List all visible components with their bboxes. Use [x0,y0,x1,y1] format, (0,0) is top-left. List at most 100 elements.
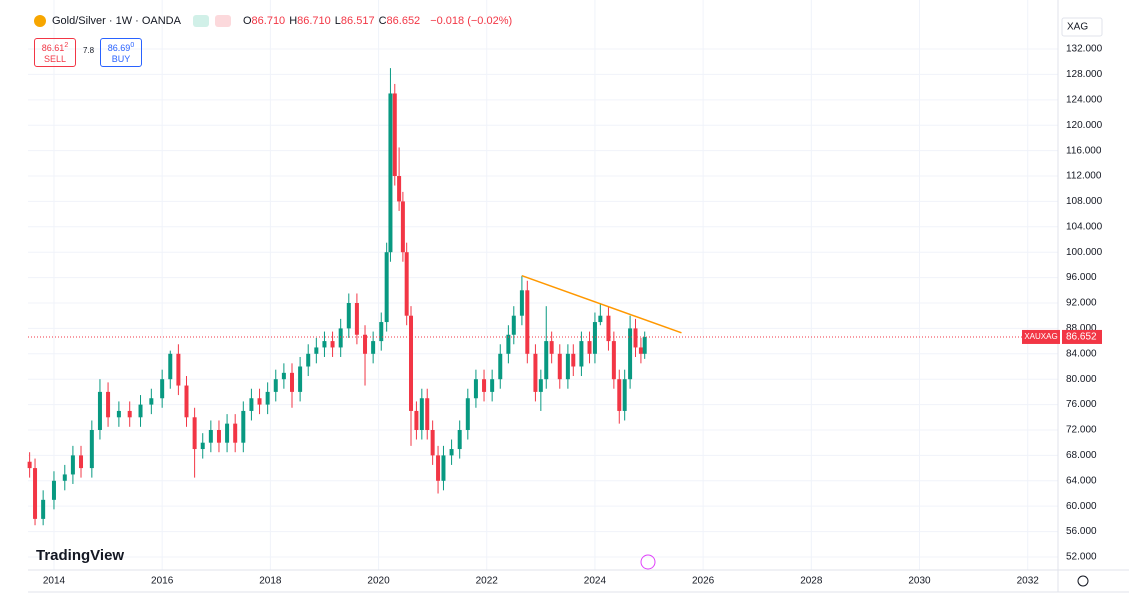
y-tick-label: 80.000 [1066,374,1097,385]
symbol-tag [1022,329,1060,344]
candle-body [127,410,132,418]
candle-body [168,353,173,380]
sell-price: 86.61 [41,43,65,53]
symbol[interactable]: Gold/Silver · 1W · OANDA [52,15,181,27]
y-tick-label: 100.000 [1066,247,1103,258]
candle-body [392,93,397,177]
buy-price-small: 0 [130,42,135,49]
ohlc-key: C [378,15,387,27]
candle-body [27,461,32,469]
candle-body [322,341,327,348]
ohlc-value: 86.710 [297,15,331,27]
currency-box[interactable] [1061,17,1103,37]
candle-body [436,455,441,481]
symbol-tag-label: XAUXAG [1024,332,1057,341]
candle-body [289,372,294,392]
candle-body [192,417,197,450]
currency[interactable]: XAG [1067,22,1088,33]
candle-body [404,252,409,316]
candle-body [379,322,384,342]
candle-body [538,379,543,392]
status-icon [192,15,209,27]
candle-body [409,315,414,411]
settings-icon[interactable] [1077,575,1089,587]
candle-body [592,322,597,354]
x-tick-label: 2022 [476,576,499,587]
candle-body [571,353,576,367]
candle-body [425,398,430,430]
candle-body [184,385,189,418]
candle-body [598,315,603,323]
candle-body [314,347,319,354]
buy-price: 86.69 [107,43,131,53]
candle-body [249,398,254,411]
candle-body [70,455,75,475]
buy-label: BUY [111,54,131,64]
candle-body [176,353,181,386]
price-tag-label: 86.652 [1066,332,1097,343]
trendline [521,274,682,334]
candle-body [400,201,405,253]
candle-body [241,410,246,443]
candle-body [490,379,495,392]
y-tick-label: 72.000 [1066,425,1097,436]
candle-body [633,328,638,348]
candle-body [346,303,351,329]
y-tick-label: 76.000 [1066,399,1097,410]
candle-body [441,455,446,481]
x-tick-label: 2018 [259,576,282,587]
y-tick-label: 112.000 [1066,171,1102,182]
candle-body [89,429,94,469]
y-tick-label: 104.000 [1066,221,1103,232]
candle-body [617,379,622,411]
candle-body [544,341,549,380]
y-tick-label: 60.000 [1066,501,1097,512]
symbol-icon [34,15,46,27]
candle-body [354,303,359,335]
y-tick-label: 124.000 [1066,94,1103,105]
candle-body [62,474,67,481]
candle-body [363,334,368,354]
y-tick-label: 128.000 [1066,69,1103,80]
candle-body [549,341,554,354]
candle-body [298,366,303,392]
candle-body [51,480,56,500]
grid [28,0,1058,570]
candle-body [587,341,592,354]
candle-body [430,429,435,456]
buy-button[interactable]: 86.690 BUY [100,38,142,67]
candle-body [371,341,376,354]
ohlc-key: L [334,15,341,27]
candle-body [557,353,562,380]
candle-body [506,334,511,354]
candle-body [473,379,478,399]
candle-body [306,353,311,367]
candle-body [519,290,524,316]
candle-body [414,410,419,430]
ohlc-values: O86.710 H86.710 L86.517 C86.652 [243,15,424,27]
y-tick-label: 132.000 [1066,44,1103,55]
candle-body [97,391,102,430]
candle-body [525,290,530,354]
legend: Gold/Silver · 1W · OANDA O86.710 H86.710 L… [34,15,512,27]
candle-body [33,468,38,519]
candle-body [330,341,335,348]
candle-body [388,93,393,253]
candle-body [419,398,424,430]
x-tick-label: 2032 [1017,576,1040,587]
candle-body [138,404,143,418]
y-tick-label: 96.000 [1066,272,1097,283]
candle-body [449,449,454,456]
candle-body [606,315,611,342]
y-tick-label: 120.000 [1066,120,1103,131]
logo: TradingView [36,547,124,564]
x-tick-label: 2026 [692,576,715,587]
candle-body [116,410,121,418]
event-icon[interactable] [640,554,656,570]
sell-button[interactable]: 86.612 SELL [34,38,76,67]
candle-body [273,379,278,392]
candle-body [638,347,643,354]
candle-body [397,176,402,202]
candle-body [511,315,516,335]
